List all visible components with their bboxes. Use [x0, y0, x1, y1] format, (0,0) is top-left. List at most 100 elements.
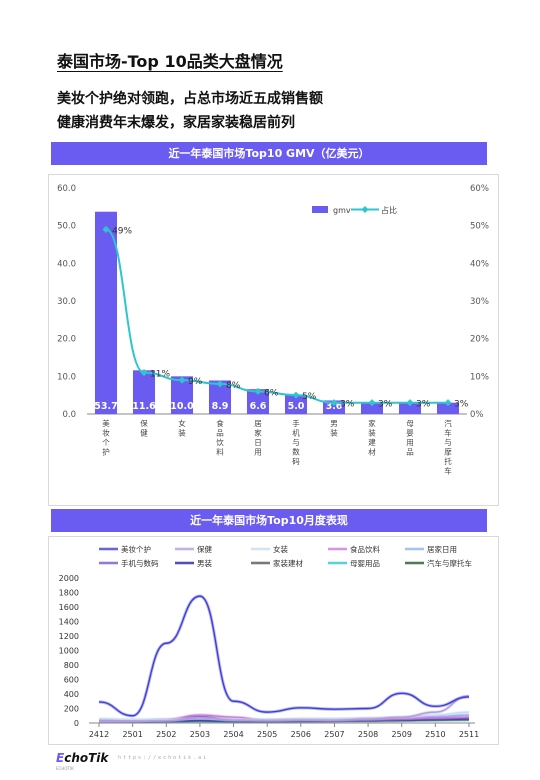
gmv-bar [398, 402, 422, 414]
share-label: 9% [188, 377, 203, 387]
gmv-bar [208, 380, 232, 414]
share-point [444, 399, 452, 407]
y-left-tick-label: 30.0 [57, 297, 76, 307]
y-tick-label: 800 [64, 661, 79, 670]
gmv-bar [94, 211, 118, 414]
series-line [98, 695, 470, 723]
share-point [216, 380, 224, 388]
footer-url: https://echotik.ai [118, 755, 209, 761]
share-label: 3% [454, 400, 469, 410]
monthly-chart-panel: 0 200 400 600 800 1000 1200 1400 1600 1800 2000 241… [48, 536, 499, 745]
share-label: 5% [302, 392, 317, 402]
echotik-logo: EchoTik [56, 751, 109, 765]
share-point [406, 399, 414, 407]
x-category-label: 保健 [140, 419, 148, 438]
gmv-chart-panel: 0.0 10.0 20.0 30.0 40.0 50.0 60.0 0% 10% 20% 30% 40… [48, 174, 499, 506]
gmv-bar [360, 402, 384, 414]
x-tick-label: 2506 [291, 730, 311, 739]
gmv-bar [132, 370, 156, 414]
x-category-label: 母婴用品 [406, 419, 414, 457]
y-right-tick-label: 20% [470, 335, 489, 345]
y-left-tick-label: 0.0 [62, 410, 76, 420]
share-point [330, 399, 338, 407]
legend-label: 男装 [197, 558, 212, 568]
x-tick-label: 2505 [257, 730, 277, 739]
y-tick-label: 2000 [59, 574, 79, 583]
y-left-tick-label: 10.0 [57, 372, 76, 382]
series-line-shadow [98, 594, 470, 718]
legend-gmv-swatch [312, 206, 328, 213]
share-label: 3% [378, 400, 393, 410]
gmv-bar [436, 402, 460, 414]
y-tick-label: 1600 [59, 603, 79, 612]
legend-label: 母婴用品 [350, 559, 380, 568]
gmv-bar [170, 376, 194, 414]
gmv-bar [284, 395, 308, 414]
x-tick-label: 2503 [190, 730, 210, 739]
x-category-label: 男装 [330, 419, 338, 438]
gmv-bar [246, 389, 270, 414]
gmv-bar-label: 10.0 [170, 401, 194, 412]
gmv-bar [322, 400, 346, 414]
gmv-bar-label: 6.6 [250, 401, 267, 412]
legend-label: 女装 [273, 544, 288, 554]
page-title: 泰国市场-Top 10品类大盘情况 [57, 52, 283, 71]
share-point [140, 369, 148, 377]
legend-label: 保健 [197, 544, 212, 554]
share-label: 6% [264, 388, 279, 398]
y-tick-label: 1400 [59, 618, 79, 627]
x-tick-label: 2507 [324, 730, 344, 739]
share-label: 3% [340, 400, 355, 410]
legend-label: 美妆个护 [121, 544, 151, 554]
y-tick-label: 600 [64, 676, 79, 685]
x-category-label: 手机与数码 [292, 418, 300, 466]
x-category-label: 居家日用 [254, 419, 262, 457]
y-tick-label: 1800 [59, 589, 79, 598]
y-tick-label: 200 [64, 705, 79, 714]
y-tick-label: 1000 [59, 647, 79, 656]
headline-2: 健康消费年末爆发，家居家装稳居前列 [57, 115, 295, 131]
gmv-bar-label: 5.0 [288, 401, 305, 412]
legend-label: 食品饮料 [350, 544, 380, 554]
x-tick-label: 2504 [223, 730, 243, 739]
y-right-tick-label: 40% [470, 259, 489, 269]
x-tick-label: 2509 [392, 730, 412, 739]
y-tick-label: 400 [64, 690, 79, 699]
x-tick-label: 2502 [156, 730, 176, 739]
share-label: 11% [150, 370, 170, 380]
legend-label: 手机与数码 [121, 558, 159, 568]
x-tick-label: 2412 [89, 730, 109, 739]
share-point [178, 376, 186, 384]
y-left-tick-label: 60.0 [57, 184, 76, 194]
series-line [98, 595, 470, 717]
x-tick-label: 2508 [358, 730, 378, 739]
share-label: 3% [416, 400, 431, 410]
x-category-label: 女装 [178, 418, 186, 438]
share-label: 49% [112, 226, 132, 236]
legend-label: 家装建材 [273, 558, 303, 568]
gmv-bar-label: 3.6 [326, 401, 343, 412]
gmv-bar-label: 11.6 [132, 401, 156, 412]
share-point [368, 399, 376, 407]
gmv-bar-label: 8.9 [212, 401, 229, 412]
y-left-tick-label: 40.0 [57, 259, 76, 269]
y-right-tick-label: 0% [470, 410, 484, 420]
x-tick-label: 2511 [459, 730, 479, 739]
y-left-tick-label: 50.0 [57, 222, 76, 232]
y-right-tick-label: 60% [470, 184, 489, 194]
x-category-label: 美妆个护 [102, 418, 110, 457]
y-tick-label: 1200 [59, 632, 79, 641]
x-tick-label: 2510 [425, 730, 445, 739]
legend-label: 居家日用 [427, 544, 457, 554]
y-right-tick-label: 50% [470, 222, 489, 232]
x-tick-label: 2501 [122, 730, 142, 739]
legend-gmv-label: gmv [333, 206, 351, 215]
share-point [292, 391, 300, 399]
legend-label: 汽车与摩托车 [427, 558, 472, 568]
gmv-bar-label: 53.7 [94, 401, 117, 412]
x-category-label: 家装建材 [368, 418, 376, 457]
gmv-chart-title: 近一年泰国市场Top10 GMV（亿美元） [51, 142, 487, 165]
headline-1: 美妆个护绝对领跑，占总市场近五成销售额 [57, 91, 323, 107]
legend-share-marker [361, 205, 369, 214]
y-left-tick-label: 20.0 [57, 335, 76, 345]
